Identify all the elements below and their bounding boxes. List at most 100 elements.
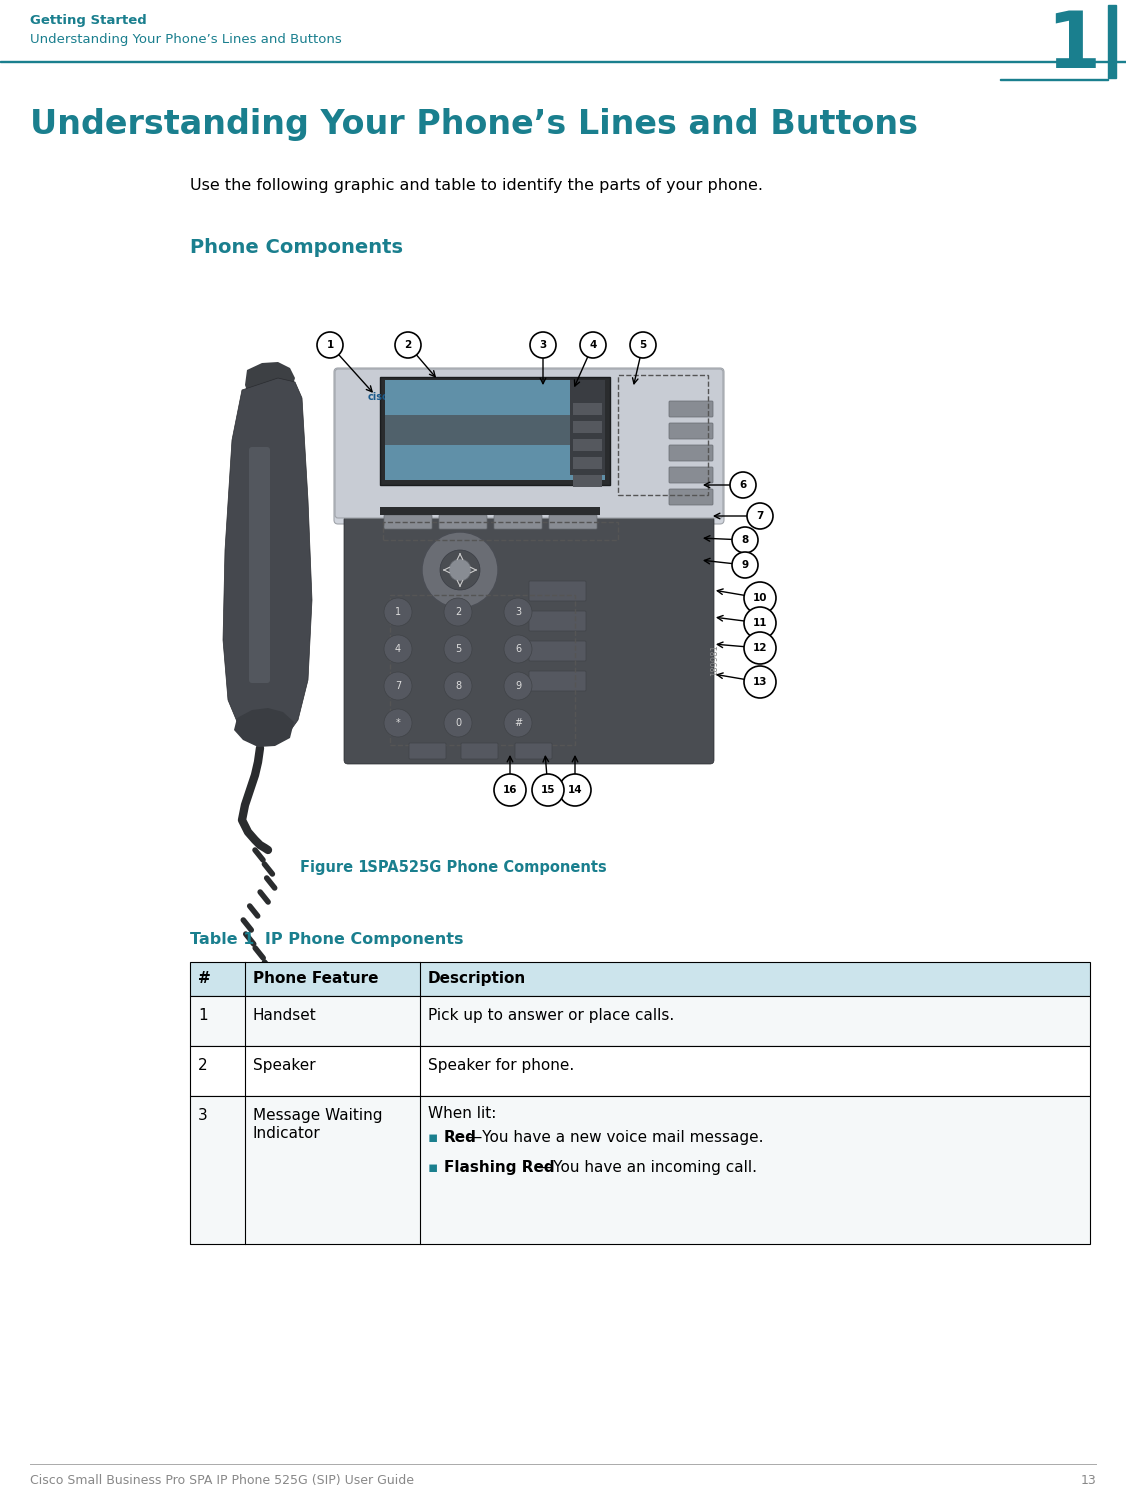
Circle shape [531, 774, 564, 806]
FancyBboxPatch shape [515, 743, 552, 759]
Text: Indicator: Indicator [253, 1126, 321, 1141]
Text: Understanding Your Phone’s Lines and Buttons: Understanding Your Phone’s Lines and But… [30, 33, 342, 46]
Text: 2: 2 [404, 340, 412, 351]
Text: Figure 1: Figure 1 [300, 860, 368, 875]
Text: Table 1: Table 1 [190, 932, 254, 947]
Text: —You have an incoming call.: —You have an incoming call. [537, 1159, 757, 1174]
Ellipse shape [449, 559, 471, 581]
Text: 5: 5 [455, 644, 462, 655]
Text: 8: 8 [455, 682, 461, 691]
Circle shape [744, 632, 776, 664]
Polygon shape [245, 363, 295, 404]
Bar [573, 439, 602, 451]
Text: 11: 11 [753, 619, 767, 628]
FancyBboxPatch shape [334, 369, 724, 524]
Bar [573, 457, 602, 469]
FancyBboxPatch shape [529, 671, 586, 691]
Text: SPA525G Phone Components: SPA525G Phone Components [352, 860, 607, 875]
Text: 1: 1 [1046, 7, 1100, 84]
Text: 9: 9 [515, 682, 521, 691]
FancyBboxPatch shape [669, 422, 713, 439]
Text: #: # [198, 971, 211, 986]
Circle shape [384, 598, 412, 626]
Bar [379, 506, 600, 515]
Circle shape [444, 598, 472, 626]
Text: 8: 8 [741, 535, 749, 545]
Text: 2: 2 [198, 1058, 207, 1073]
Text: Red: Red [444, 1129, 477, 1144]
Text: 3: 3 [539, 340, 546, 351]
Circle shape [631, 333, 656, 358]
Circle shape [384, 709, 412, 737]
FancyBboxPatch shape [529, 581, 586, 601]
Text: ▪: ▪ [428, 1129, 438, 1144]
Text: 15: 15 [540, 785, 555, 795]
Text: 1: 1 [198, 1008, 207, 1023]
Text: 13: 13 [753, 677, 767, 688]
Bar [570, 380, 605, 475]
FancyBboxPatch shape [529, 641, 586, 661]
FancyBboxPatch shape [249, 446, 270, 683]
FancyBboxPatch shape [336, 369, 723, 518]
Polygon shape [234, 709, 294, 748]
FancyBboxPatch shape [409, 743, 446, 759]
Text: *: * [395, 718, 401, 728]
Circle shape [558, 774, 591, 806]
Bar [573, 403, 602, 415]
FancyBboxPatch shape [494, 515, 542, 529]
Text: 5: 5 [640, 340, 646, 351]
Text: Handset: Handset [253, 1008, 316, 1023]
Text: 14: 14 [568, 785, 582, 795]
Text: 1: 1 [395, 607, 401, 617]
Bar [190, 996, 1090, 1046]
Bar [573, 475, 602, 487]
Text: Understanding Your Phone’s Lines and Buttons: Understanding Your Phone’s Lines and But… [30, 108, 918, 141]
FancyBboxPatch shape [669, 445, 713, 461]
Circle shape [444, 673, 472, 700]
Text: #: # [513, 718, 522, 728]
Circle shape [444, 709, 472, 737]
Circle shape [732, 527, 758, 553]
Text: Cisco Small Business Pro SPA IP Phone 525G (SIP) User Guide: Cisco Small Business Pro SPA IP Phone 52… [30, 1474, 414, 1488]
Circle shape [730, 472, 756, 497]
Text: 10: 10 [753, 593, 767, 604]
Text: Getting Started: Getting Started [30, 13, 146, 27]
Text: Description: Description [428, 971, 526, 986]
Text: 6: 6 [740, 479, 747, 490]
Bar [379, 377, 610, 485]
FancyBboxPatch shape [345, 515, 714, 764]
FancyBboxPatch shape [439, 515, 488, 529]
Circle shape [384, 635, 412, 664]
Circle shape [530, 333, 556, 358]
Text: 12: 12 [753, 643, 767, 653]
Ellipse shape [422, 532, 498, 608]
Bar [190, 962, 1090, 996]
FancyBboxPatch shape [669, 488, 713, 505]
Text: 16: 16 [502, 785, 517, 795]
Text: Flashing Red: Flashing Red [444, 1159, 555, 1174]
FancyBboxPatch shape [549, 515, 597, 529]
Bar [190, 1097, 1090, 1243]
Text: When lit:: When lit: [428, 1106, 497, 1121]
Text: —You have a new voice mail message.: —You have a new voice mail message. [467, 1129, 763, 1144]
Text: Speaker: Speaker [253, 1058, 315, 1073]
FancyBboxPatch shape [529, 611, 586, 631]
Circle shape [744, 607, 776, 640]
Text: Phone Components: Phone Components [190, 238, 403, 258]
Text: 4: 4 [395, 644, 401, 655]
Circle shape [580, 333, 606, 358]
Bar [385, 415, 605, 445]
Ellipse shape [440, 550, 480, 590]
Text: 0: 0 [455, 718, 461, 728]
Bar [190, 1046, 1090, 1097]
Text: Speaker for phone.: Speaker for phone. [428, 1058, 574, 1073]
Circle shape [732, 551, 758, 578]
Text: 2: 2 [455, 607, 462, 617]
Bar [383, 521, 618, 539]
Text: 7: 7 [757, 511, 763, 521]
Circle shape [744, 667, 776, 698]
Text: IP Phone Components: IP Phone Components [248, 932, 464, 947]
Circle shape [318, 333, 343, 358]
Bar [1000, 78, 1108, 79]
FancyBboxPatch shape [384, 515, 432, 529]
